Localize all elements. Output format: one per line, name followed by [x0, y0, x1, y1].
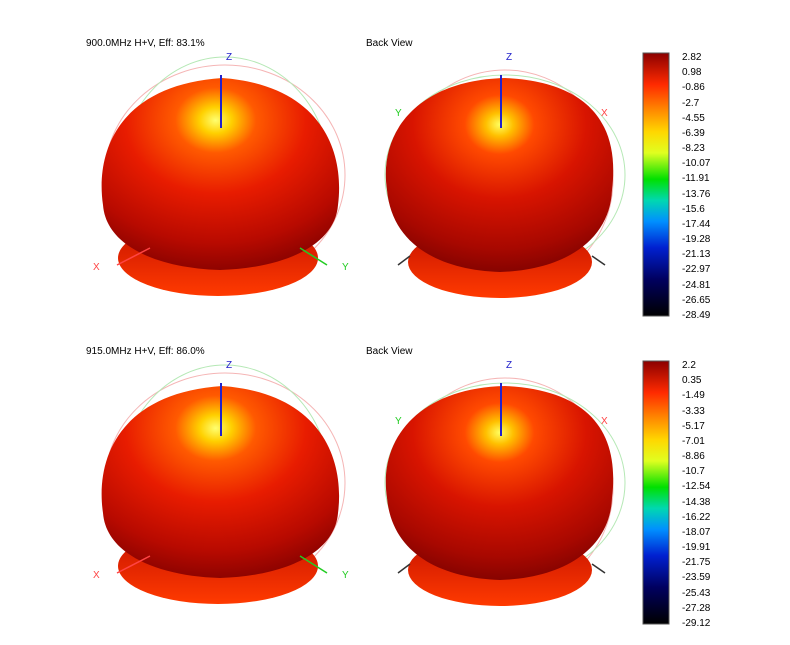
- colorbar-tick-label: -24.81: [682, 279, 711, 291]
- axis-y-label-back: Y: [395, 108, 402, 119]
- colorbar-tick-label: -0.86: [682, 82, 705, 94]
- axis-x-label-back-915: X: [601, 416, 608, 427]
- axis-y-label-915: Y: [342, 570, 349, 581]
- colorbar-tick-label: -16.22: [682, 511, 711, 523]
- colorbar-tick-label: -26.65: [682, 294, 711, 306]
- colorbar-tick-label: -14.38: [682, 496, 711, 508]
- colorbar-tick-label: 0.98: [682, 67, 702, 79]
- colorbar-tick-label: -6.39: [682, 127, 705, 139]
- colorbar-tick-label: -18.07: [682, 526, 711, 538]
- pattern-title-915: 915.0MHz H+V, Eff: 86.0%: [86, 346, 205, 357]
- colorbar-tick-label: -25.43: [682, 587, 711, 599]
- axis-y-label-back-915: Y: [395, 416, 402, 427]
- colorbar-tick-label: -19.28: [682, 234, 711, 246]
- colorbar-tick-label: 2.82: [682, 52, 702, 63]
- colorbar-tick-label: -13.76: [682, 188, 711, 200]
- colorbar-tick-label: -4.55: [682, 112, 705, 124]
- colorbar-tick-label: -10.7: [682, 466, 705, 478]
- pattern-title-900: 900.0MHz H+V, Eff: 83.1%: [86, 38, 205, 49]
- colorbar-tick-label: -29.12: [682, 618, 711, 629]
- axis-z-label: Z: [226, 52, 233, 63]
- axis-x-label-915: X: [93, 570, 100, 581]
- colorbar-tick-label: -19.91: [682, 542, 711, 554]
- colorbar-tick-label: -21.13: [682, 249, 711, 261]
- back-view-label-915: Back View: [366, 346, 413, 357]
- colorbar-tick-label: -21.75: [682, 557, 711, 569]
- colorbar-tick-label: -1.49: [682, 390, 705, 402]
- colorbar-tick-label: -22.97: [682, 264, 711, 276]
- colorbar-tick-label: -2.7: [682, 97, 700, 109]
- colorbar-tick-label: 2.2: [682, 360, 696, 371]
- axis-z-label-back: Z: [506, 52, 513, 63]
- colorbar-tick-label: -12.54: [682, 481, 711, 493]
- colorbar-tick-label: 0.35: [682, 375, 702, 387]
- colorbar-tick-label: -3.33: [682, 405, 705, 417]
- axis-z-label-915: Z: [226, 360, 233, 371]
- colorbar-tick-label: -15.6: [682, 203, 705, 215]
- colorbar-tick-label: -11.91: [682, 173, 710, 185]
- colorbar-tick-label: -23.59: [682, 572, 711, 584]
- colorbar-tick-label: -27.28: [682, 602, 711, 614]
- colorbar-tick-label: -17.44: [682, 218, 711, 230]
- back-view-label-900: Back View: [366, 38, 413, 49]
- colorbar-tick-label: -7.01: [682, 435, 705, 447]
- axis-z-label-back-915: Z: [506, 360, 513, 371]
- colorbar-tick-label: -28.49: [682, 310, 711, 321]
- colorbar-tick-label: -8.23: [682, 143, 705, 155]
- axis-x-label-back: X: [601, 108, 608, 119]
- axis-y-label: Y: [342, 262, 349, 273]
- colorbar-tick-label: -8.86: [682, 451, 705, 463]
- axis-x-label: X: [93, 262, 100, 273]
- colorbar-tick-label: -10.07: [682, 158, 711, 170]
- colorbar-tick-label: -5.17: [682, 420, 705, 432]
